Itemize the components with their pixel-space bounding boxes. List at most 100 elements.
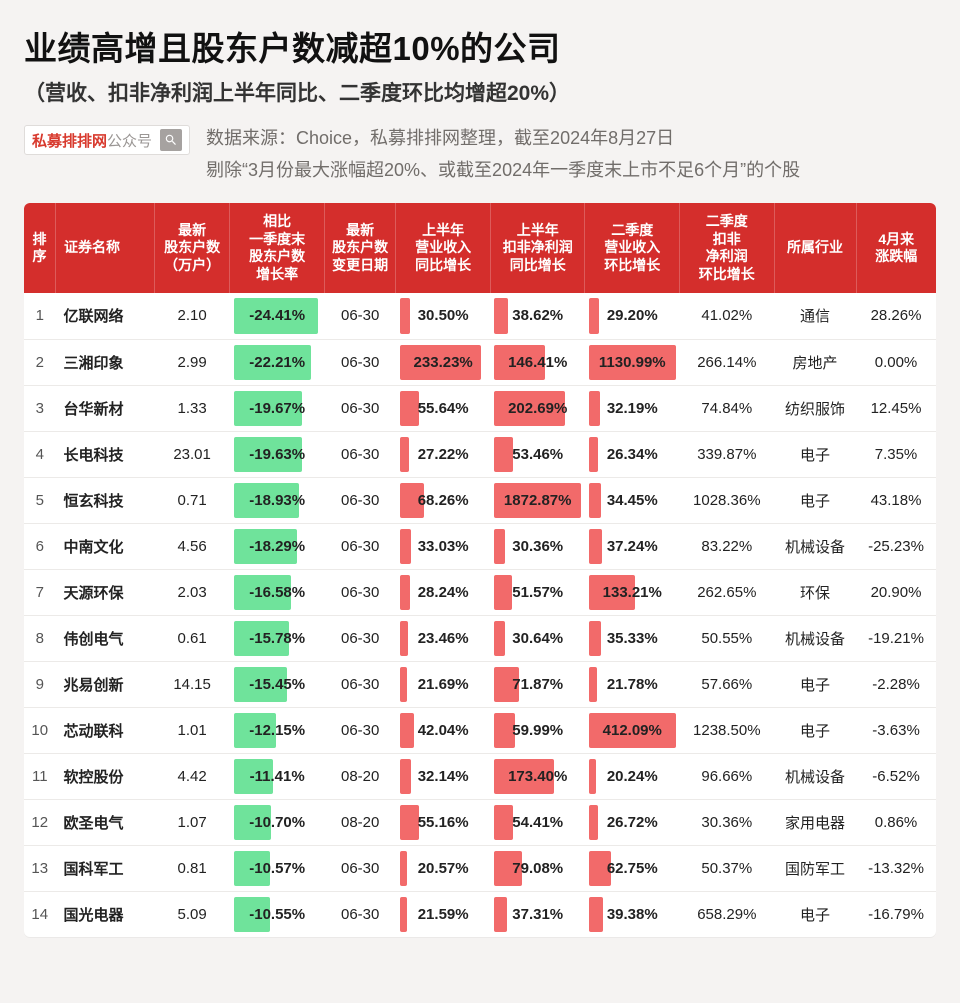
cell-name: 台华新材 xyxy=(56,385,155,431)
cell-change: -6.52% xyxy=(856,753,936,799)
bar-cell: 51.57% xyxy=(494,570,581,615)
bar-cell: 71.87% xyxy=(494,662,581,707)
cell-name: 恒玄科技 xyxy=(56,477,155,523)
cell-idx: 3 xyxy=(24,385,56,431)
bar-cell: 412.09% xyxy=(589,708,676,753)
cell-holders: 1.33 xyxy=(154,385,230,431)
table-row: 2三湘印象2.99 -22.21%06-30 233.23% 146.41% 1… xyxy=(24,339,936,385)
cell-q2np: 339.87% xyxy=(680,431,775,477)
bar-cell: 37.24% xyxy=(589,524,676,569)
bar-cell: 21.69% xyxy=(400,662,487,707)
cell-change: 0.00% xyxy=(856,339,936,385)
cell-name: 欧圣电气 xyxy=(56,799,155,845)
cell-date: 06-30 xyxy=(324,523,395,569)
cell-q2np: 41.02% xyxy=(680,293,775,339)
bar-cell: 20.24% xyxy=(589,754,676,799)
cell-holders: 4.56 xyxy=(154,523,230,569)
cell-name: 亿联网络 xyxy=(56,293,155,339)
table-row: 6中南文化4.56 -18.29%06-30 33.03% 30.36% 37.… xyxy=(24,523,936,569)
cell-idx: 11 xyxy=(24,753,56,799)
cell-industry: 电子 xyxy=(774,477,856,523)
bar-cell: 79.08% xyxy=(494,846,581,891)
column-header: 所属行业 xyxy=(774,203,856,293)
cell-date: 06-30 xyxy=(324,707,395,753)
column-header: 证券名称 xyxy=(56,203,155,293)
cell-industry: 机械设备 xyxy=(774,523,856,569)
bar-cell: 33.03% xyxy=(400,524,487,569)
cell-industry: 国防军工 xyxy=(774,845,856,891)
cell-date: 06-30 xyxy=(324,431,395,477)
cell-industry: 环保 xyxy=(774,569,856,615)
page-subtitle: （营收、扣非净利润上半年同比、二季度环比均增超20%） xyxy=(24,77,936,107)
cell-idx: 13 xyxy=(24,845,56,891)
cell-name: 国科军工 xyxy=(56,845,155,891)
bar-cell: 173.40% xyxy=(494,754,581,799)
bar-cell: -15.78% xyxy=(234,616,321,661)
table-row: 3台华新材1.33 -19.67%06-30 55.64% 202.69% 32… xyxy=(24,385,936,431)
bar-cell: 35.33% xyxy=(589,616,676,661)
cell-holders: 0.71 xyxy=(154,477,230,523)
cell-name: 三湘印象 xyxy=(56,339,155,385)
cell-industry: 机械设备 xyxy=(774,753,856,799)
cell-date: 06-30 xyxy=(324,339,395,385)
column-header: 4月来涨跌幅 xyxy=(856,203,936,293)
cell-industry: 电子 xyxy=(774,707,856,753)
table-row: 12欧圣电气1.07 -10.70%08-20 55.16% 54.41% 26… xyxy=(24,799,936,845)
bar-cell: -15.45% xyxy=(234,662,321,707)
bar-cell: 32.14% xyxy=(400,754,487,799)
cell-change: 20.90% xyxy=(856,569,936,615)
search-icon[interactable] xyxy=(160,129,182,151)
cell-change: -25.23% xyxy=(856,523,936,569)
bar-cell: -18.93% xyxy=(234,478,321,523)
bar-cell: -22.21% xyxy=(234,340,321,385)
bar-cell: 30.36% xyxy=(494,524,581,569)
bar-cell: -16.58% xyxy=(234,570,321,615)
search-box[interactable]: 私募排排网 公众号 xyxy=(24,125,190,155)
cell-idx: 1 xyxy=(24,293,56,339)
column-header: 二季度扣非净利润环比增长 xyxy=(680,203,775,293)
cell-q2np: 1238.50% xyxy=(680,707,775,753)
cell-name: 伟创电气 xyxy=(56,615,155,661)
cell-q2np: 658.29% xyxy=(680,891,775,937)
bar-cell: 42.04% xyxy=(400,708,487,753)
cell-holders: 1.07 xyxy=(154,799,230,845)
cell-industry: 家用电器 xyxy=(774,799,856,845)
cell-industry: 通信 xyxy=(774,293,856,339)
bar-cell: 37.31% xyxy=(494,892,581,938)
cell-q2np: 266.14% xyxy=(680,339,775,385)
cell-holders: 5.09 xyxy=(154,891,230,937)
cell-idx: 9 xyxy=(24,661,56,707)
cell-holders: 0.61 xyxy=(154,615,230,661)
bar-cell: 21.78% xyxy=(589,662,676,707)
cell-holders: 4.42 xyxy=(154,753,230,799)
cell-date: 06-30 xyxy=(324,293,395,339)
cell-change: 12.45% xyxy=(856,385,936,431)
bar-cell: 53.46% xyxy=(494,432,581,477)
cell-holders: 14.15 xyxy=(154,661,230,707)
column-header: 相比一季度末股东户数增长率 xyxy=(230,203,325,293)
cell-idx: 10 xyxy=(24,707,56,753)
column-header: 上半年营业收入同比增长 xyxy=(396,203,491,293)
bar-cell: 20.57% xyxy=(400,846,487,891)
cell-industry: 纺织服饰 xyxy=(774,385,856,431)
table-row: 14国光电器5.09 -10.55%06-30 21.59% 37.31% 39… xyxy=(24,891,936,937)
table-row: 9兆易创新14.15 -15.45%06-30 21.69% 71.87% 21… xyxy=(24,661,936,707)
cell-industry: 电子 xyxy=(774,661,856,707)
cell-name: 天源环保 xyxy=(56,569,155,615)
bar-cell: 34.45% xyxy=(589,478,676,523)
cell-date: 06-30 xyxy=(324,385,395,431)
cell-name: 兆易创新 xyxy=(56,661,155,707)
cell-change: 28.26% xyxy=(856,293,936,339)
cell-change: 0.86% xyxy=(856,799,936,845)
table-row: 5恒玄科技0.71 -18.93%06-30 68.26% 1872.87% 3… xyxy=(24,477,936,523)
bar-cell: 28.24% xyxy=(400,570,487,615)
bar-cell: 59.99% xyxy=(494,708,581,753)
cell-name: 国光电器 xyxy=(56,891,155,937)
bar-cell: 54.41% xyxy=(494,800,581,845)
cell-idx: 6 xyxy=(24,523,56,569)
bar-cell: 38.62% xyxy=(494,293,581,339)
cell-industry: 电子 xyxy=(774,431,856,477)
cell-name: 软控股份 xyxy=(56,753,155,799)
bar-cell: 30.50% xyxy=(400,293,487,339)
table-row: 8伟创电气0.61 -15.78%06-30 23.46% 30.64% 35.… xyxy=(24,615,936,661)
